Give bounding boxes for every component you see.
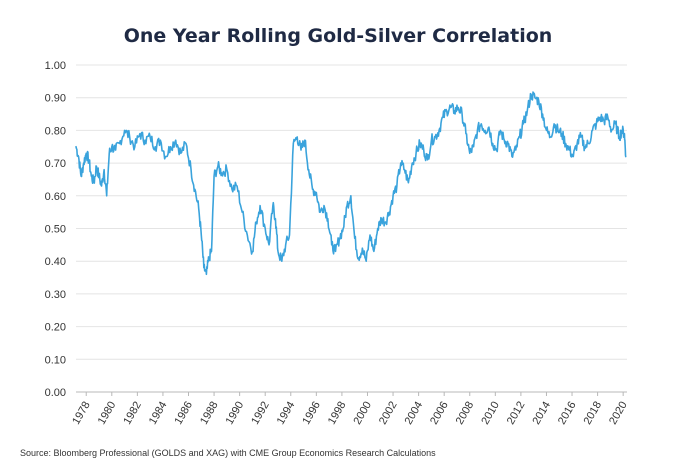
- x-tick-label: 2000: [351, 400, 374, 427]
- series-layer: [75, 91, 627, 276]
- chart-title: One Year Rolling Gold-Silver Correlation: [124, 25, 553, 47]
- x-tick-label: 1988: [198, 400, 221, 427]
- x-tick-label: 2004: [403, 400, 426, 427]
- x-tick-label: 2008: [454, 400, 477, 427]
- y-tick-label: 0.80: [45, 125, 66, 137]
- x-tick-label: 1978: [70, 400, 93, 427]
- x-axis-ticks: 1978 1980 1982 1984 1986 1988 1990 1992 1994 1996…: [70, 392, 630, 427]
- x-tick-label: 1990: [224, 400, 247, 427]
- x-tick-label: 2012: [505, 400, 528, 427]
- y-tick-label: 1.00: [45, 60, 66, 72]
- chart-source-note: Source: Bloomberg Professional (GOLDS an…: [20, 448, 436, 458]
- y-tick-label: 0.00: [45, 387, 66, 399]
- x-tick-label: 1980: [96, 400, 119, 427]
- x-tick-label: 2002: [377, 400, 400, 427]
- y-tick-label: 0.30: [45, 289, 66, 301]
- x-tick-label: 1992: [249, 400, 272, 427]
- x-tick-label: 2016: [556, 400, 579, 427]
- y-tick-label: 0.10: [45, 354, 66, 366]
- x-tick-label: 1984: [147, 400, 170, 427]
- x-tick-label: 1994: [275, 400, 298, 427]
- y-tick-label: 0.50: [45, 224, 66, 236]
- y-tick-label: 0.20: [45, 322, 66, 334]
- y-axis-tick-labels: 0.00 0.10 0.20 0.30 0.40 0.50 0.60 0.70 0.80 0.90…: [45, 60, 66, 399]
- x-tick-label: 1982: [121, 400, 144, 427]
- x-tick-label: 1998: [326, 400, 349, 427]
- y-tick-label: 0.70: [45, 158, 66, 170]
- x-tick-label: 1986: [172, 400, 195, 427]
- x-tick-label: 1996: [300, 400, 323, 427]
- y-tick-label: 0.90: [45, 93, 66, 105]
- x-tick-label: 2014: [530, 400, 553, 427]
- series-line-gold-silver-correlation: [75, 91, 627, 276]
- y-tick-label: 0.40: [45, 256, 66, 268]
- x-tick-label: 2010: [479, 400, 502, 427]
- y-tick-label: 0.60: [45, 191, 66, 203]
- x-tick-label: 2020: [607, 400, 630, 427]
- x-tick-label: 2018: [582, 400, 605, 427]
- x-tick-label: 2006: [428, 400, 451, 427]
